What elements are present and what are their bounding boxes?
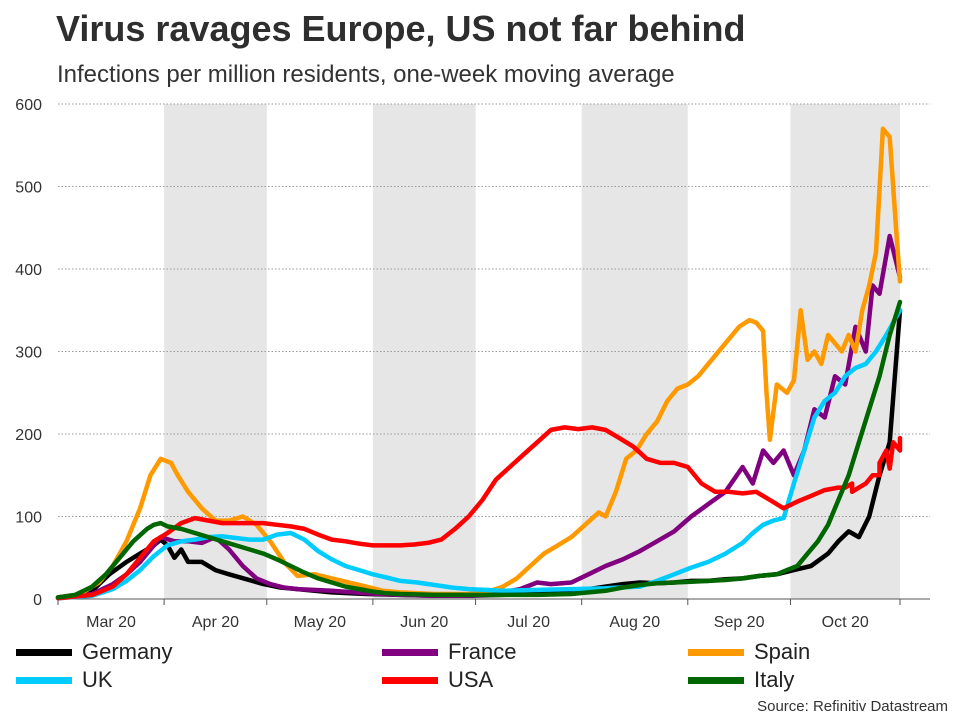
- legend-item-uk: UK: [16, 666, 113, 694]
- legend-item-italy: Italy: [688, 666, 794, 694]
- y-tick-label-200: 200: [15, 427, 42, 444]
- chart-title: Virus ravages Europe, US not far behind: [56, 8, 746, 49]
- legend-item-spain: Spain: [688, 638, 810, 666]
- legend-swatch-germany: [16, 648, 72, 656]
- x-tick-label-oct-20: Oct 20: [822, 614, 869, 631]
- legend-label-spain: Spain: [754, 639, 811, 664]
- x-tick-label-apr-20: Apr 20: [192, 614, 239, 631]
- y-tick-label-0: 0: [33, 592, 42, 609]
- source-note: Source: Refinitiv Datastream: [757, 698, 948, 715]
- legend-swatch-italy: [688, 676, 744, 684]
- legend-item-usa: USA: [382, 666, 493, 694]
- y-tick-label-600: 600: [15, 97, 42, 114]
- y-tick-label-300: 300: [15, 345, 42, 362]
- x-tick-label-sep-20: Sep 20: [714, 614, 765, 631]
- x-tick-label-mar-20: Mar 20: [86, 614, 136, 631]
- x-tick-label-jul-20: Jul 20: [507, 614, 550, 631]
- legend-swatch-usa: [382, 676, 438, 684]
- legend-label-italy: Italy: [754, 667, 795, 692]
- x-tick-label-may-20: May 20: [294, 614, 347, 631]
- x-axis: Mar 20 Apr 20 May 20 Jun 20 Jul 20 Aug 20 Sep …: [57, 598, 930, 631]
- y-axis: 0 100 200 300 400 500 600: [15, 97, 42, 609]
- x-tick-label-aug-20: Aug 20: [609, 614, 660, 631]
- legend-item-france: France: [382, 638, 516, 666]
- y-tick-label-400: 400: [15, 262, 42, 279]
- series-line-usa: [55, 425, 903, 601]
- legend-label-germany: Germany: [82, 639, 173, 664]
- y-tick-label-500: 500: [15, 180, 42, 197]
- legend-swatch-uk: [16, 676, 72, 684]
- legend-item-germany: Germany: [16, 638, 172, 666]
- chart-subtitle: Infections per million residents, one-we…: [57, 61, 675, 88]
- legend-label-usa: USA: [448, 667, 494, 692]
- y-tick-label-100: 100: [15, 510, 42, 527]
- series-line-italy: [55, 299, 903, 600]
- x-tick-label-jun-20: Jun 20: [400, 614, 448, 631]
- shade-band-aug-20: [581, 104, 688, 599]
- legend-label-uk: UK: [82, 667, 113, 692]
- legend: Germany France Spain UK USA Italy: [16, 638, 946, 698]
- legend-swatch-spain: [688, 648, 744, 656]
- series-lines: [55, 126, 903, 601]
- legend-label-france: France: [448, 639, 517, 664]
- legend-swatch-france: [382, 648, 438, 656]
